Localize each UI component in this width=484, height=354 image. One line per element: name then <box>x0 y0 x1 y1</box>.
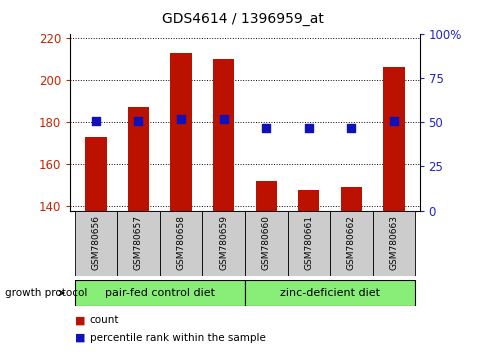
Text: pair-fed control diet: pair-fed control diet <box>105 288 214 298</box>
Text: count: count <box>90 315 119 325</box>
Point <box>304 125 312 131</box>
Text: GSM780656: GSM780656 <box>91 215 100 269</box>
Bar <box>202 211 244 276</box>
Text: ■: ■ <box>75 315 86 325</box>
Bar <box>340 188 361 211</box>
Text: ■: ■ <box>75 333 86 343</box>
Text: GSM780659: GSM780659 <box>219 215 227 269</box>
Point <box>219 117 227 122</box>
Point <box>347 125 355 131</box>
Bar <box>382 67 404 211</box>
Point <box>92 118 100 124</box>
Text: GSM780658: GSM780658 <box>176 215 185 269</box>
Text: GDS4614 / 1396959_at: GDS4614 / 1396959_at <box>161 12 323 27</box>
Point <box>134 118 142 124</box>
Bar <box>330 211 372 276</box>
Point <box>262 125 270 131</box>
Bar <box>244 211 287 276</box>
Text: zinc-deficient diet: zinc-deficient diet <box>280 288 379 298</box>
Bar <box>372 211 414 276</box>
Text: GSM780661: GSM780661 <box>303 215 313 269</box>
Bar <box>75 280 244 306</box>
Bar <box>287 211 330 276</box>
Bar <box>170 53 191 211</box>
Bar <box>117 211 159 276</box>
Bar <box>255 181 276 211</box>
Bar <box>244 280 414 306</box>
Bar <box>85 137 106 211</box>
Bar <box>128 107 149 211</box>
Bar <box>298 189 319 211</box>
Bar <box>212 59 234 211</box>
Bar <box>75 211 117 276</box>
Text: GSM780660: GSM780660 <box>261 215 270 269</box>
Text: GSM780657: GSM780657 <box>134 215 143 269</box>
Text: percentile rank within the sample: percentile rank within the sample <box>90 333 265 343</box>
Bar <box>159 211 202 276</box>
Text: GSM780662: GSM780662 <box>346 215 355 269</box>
Text: growth protocol: growth protocol <box>5 288 87 298</box>
Text: GSM780663: GSM780663 <box>389 215 398 269</box>
Point <box>177 117 184 122</box>
Point <box>389 118 397 124</box>
